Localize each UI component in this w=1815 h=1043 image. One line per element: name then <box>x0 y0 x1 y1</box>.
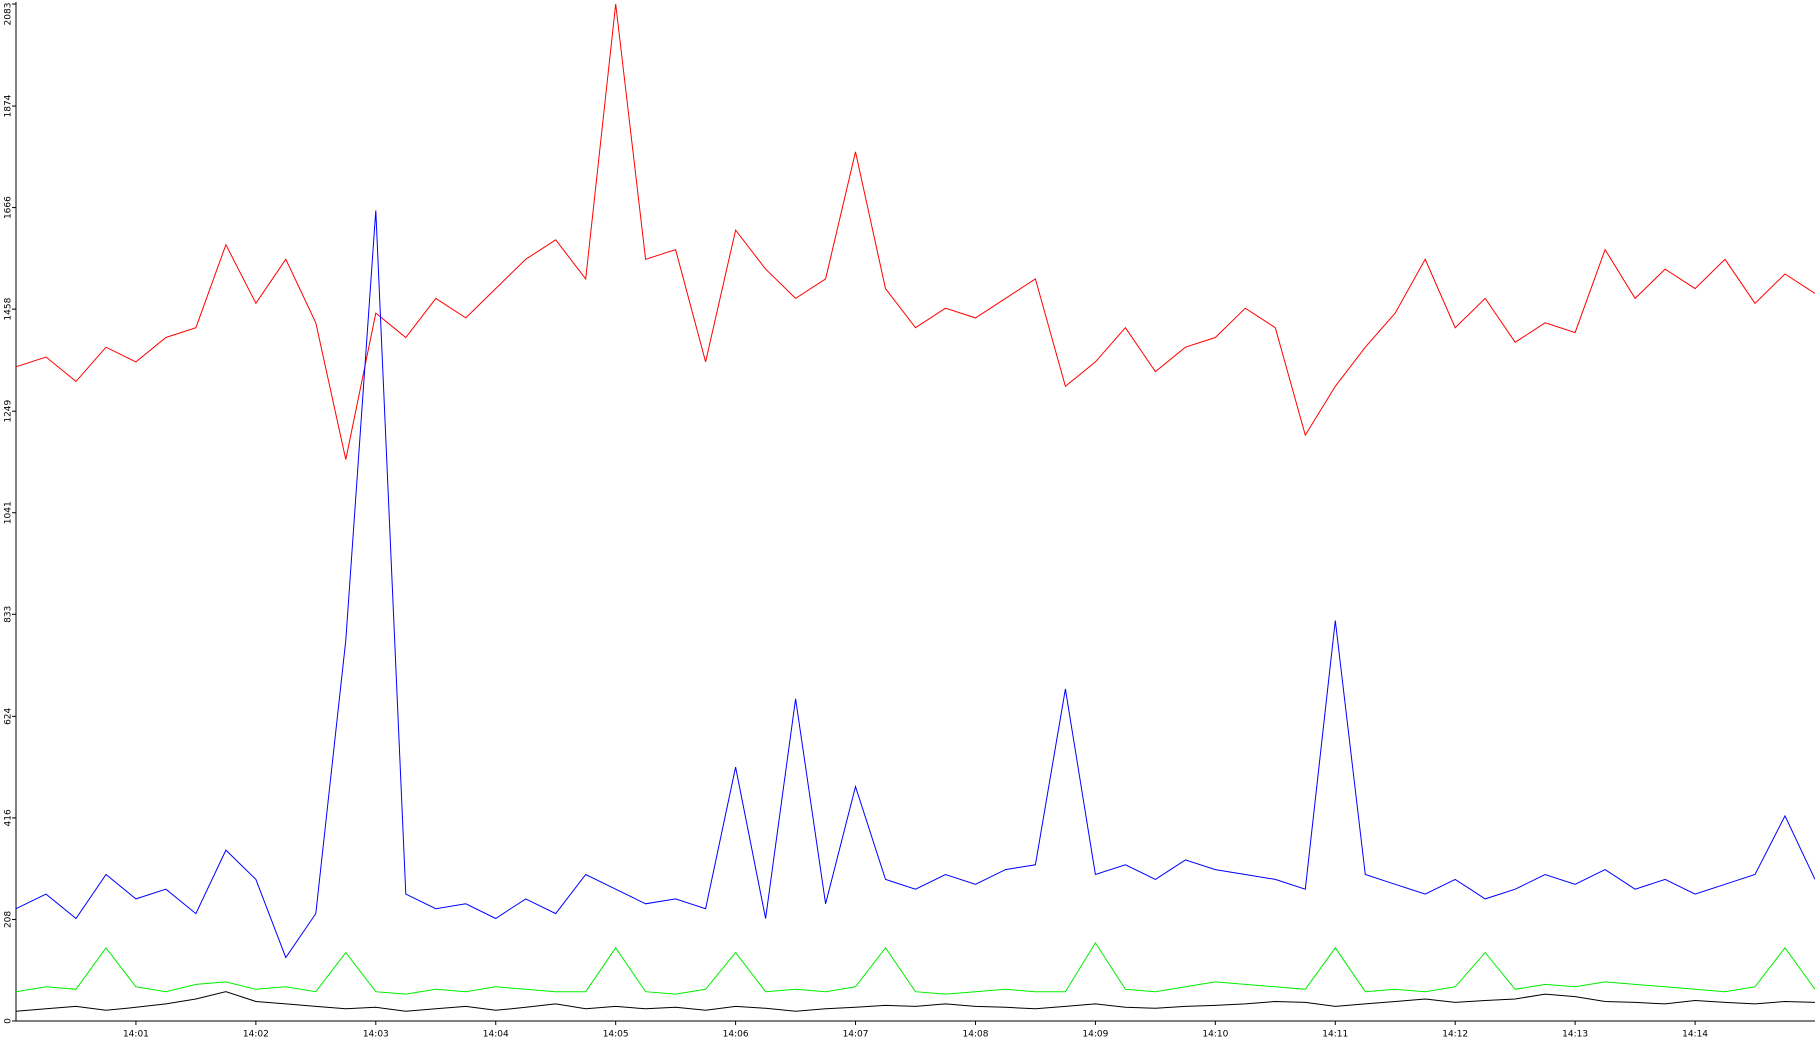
x-tick-label: 14:01 <box>123 1030 149 1040</box>
x-tick-label: 14:04 <box>483 1030 509 1040</box>
x-tick-label: 14:09 <box>1082 1030 1108 1040</box>
x-tick-label: 14:11 <box>1322 1030 1348 1040</box>
y-tick-label: 0 <box>4 1018 14 1024</box>
series-line <box>15 3 1815 460</box>
x-tick-label: 14:12 <box>1442 1030 1468 1040</box>
series-line <box>15 991 1815 1012</box>
x-tick-label: 14:02 <box>243 1030 269 1040</box>
series-line <box>15 210 1815 959</box>
y-tick-label: 833 <box>4 606 14 623</box>
y-tick-label: 208 <box>4 911 14 928</box>
y-tick-label: 2083 <box>4 3 14 26</box>
y-tick-label: 624 <box>4 707 14 724</box>
y-tick-label: 1458 <box>4 297 14 320</box>
x-tick-label: 14:03 <box>363 1030 389 1040</box>
x-tick-label: 14:06 <box>723 1030 749 1040</box>
y-tick-label: 1874 <box>4 94 14 117</box>
x-tick-label: 14:14 <box>1682 1030 1708 1040</box>
x-tick-label: 14:08 <box>962 1030 988 1040</box>
series-line <box>15 941 1815 995</box>
y-tick-label: 1041 <box>4 501 14 524</box>
x-tick-label: 14:07 <box>843 1030 869 1040</box>
y-tick-label: 1666 <box>4 196 14 219</box>
y-tick-label: 1249 <box>4 399 14 422</box>
x-tick-label: 14:10 <box>1202 1030 1228 1040</box>
x-tick-label: 14:13 <box>1562 1030 1588 1040</box>
x-tick-label: 14:05 <box>603 1030 629 1040</box>
y-tick-label: 416 <box>4 809 14 826</box>
